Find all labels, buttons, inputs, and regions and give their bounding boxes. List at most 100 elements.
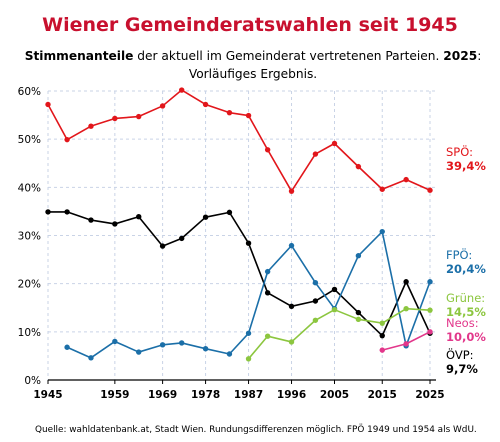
y-tick-label: 50% xyxy=(18,134,41,146)
axes: 0% 10% 20% 30% 40% 50% 60% 1945 1959 1969 1978 1987… xyxy=(18,86,445,401)
y-tick-label: 60% xyxy=(18,86,41,98)
series-value-ovp: 9,7% xyxy=(446,362,478,376)
data-point-spo xyxy=(264,147,271,153)
series-value-grune: 14,5% xyxy=(446,305,486,319)
series-neos xyxy=(379,329,433,353)
x-tick-label: 1959 xyxy=(100,389,129,401)
y-tick-label: 20% xyxy=(18,279,41,291)
series-line-ovp xyxy=(48,211,431,337)
y-tick-label: 30% xyxy=(18,231,41,243)
series-value-spo: 39,4% xyxy=(446,159,486,173)
data-point-spo xyxy=(427,187,433,193)
chart-title: Wiener Gemeinderatswahlen seit 1945 xyxy=(42,14,458,36)
data-point-fpo xyxy=(159,342,166,348)
data-point-spo xyxy=(288,188,295,194)
series-label-fpo: FPÖ:20,4% xyxy=(446,246,486,276)
data-point-grune xyxy=(245,356,252,362)
data-point-ovp xyxy=(202,214,209,220)
series-layer xyxy=(45,87,433,362)
data-point-fpo xyxy=(355,253,362,259)
data-point-fpo xyxy=(88,355,94,361)
data-point-ovp xyxy=(288,303,295,310)
series-name-ovp: ÖVP: xyxy=(446,346,474,362)
data-point-grune xyxy=(264,333,271,339)
data-point-spo xyxy=(112,115,118,122)
series-name-fpo: FPÖ: xyxy=(446,246,472,262)
data-point-ovp xyxy=(264,290,271,296)
data-point-grune xyxy=(403,306,409,312)
y-tick-label: 10% xyxy=(18,327,41,339)
series-fpo xyxy=(64,228,433,361)
data-point-spo xyxy=(179,87,185,93)
subtitle-year: 2025 xyxy=(443,49,477,63)
data-point-ovp xyxy=(45,209,51,215)
data-point-spo xyxy=(136,113,142,120)
chart-source-note: Quelle: wahldatenbank.at, Stadt Wien. Ru… xyxy=(35,424,477,435)
data-point-ovp xyxy=(64,209,70,215)
data-point-fpo xyxy=(427,279,433,285)
series-line-grune xyxy=(247,307,431,360)
series-spo xyxy=(45,87,433,194)
y-tick-label: 0% xyxy=(24,375,41,387)
x-tick-label: 1996 xyxy=(277,389,306,401)
series-name-grune: Grüne: xyxy=(446,291,485,305)
series-line-spo xyxy=(47,89,431,192)
data-point-spo xyxy=(159,103,166,109)
data-point-grune xyxy=(312,317,319,323)
series-label-grune: Grüne:14,5% xyxy=(446,291,486,319)
data-point-ovp xyxy=(379,332,385,339)
series-labels: SPÖ:39,4% ÖVP:9,7% FPÖ:20,4% Grüne:14,5%Neo… xyxy=(446,143,486,376)
data-point-ovp xyxy=(112,221,118,227)
data-point-fpo xyxy=(112,338,118,345)
data-point-neos xyxy=(379,347,385,353)
subtitle-rest: der aktuell im Gemeinderat vertretenen P… xyxy=(133,49,443,63)
data-point-spo xyxy=(355,163,362,170)
data-point-ovp xyxy=(136,214,142,220)
data-point-spo xyxy=(312,151,319,157)
x-tick-label: 2015 xyxy=(368,389,397,401)
data-point-ovp xyxy=(179,235,185,242)
series-label-ovp: ÖVP:9,7% xyxy=(446,346,478,376)
data-point-neos xyxy=(427,329,433,335)
y-tick-label: 40% xyxy=(18,182,41,194)
data-point-grune xyxy=(427,307,433,313)
data-point-fpo xyxy=(288,242,295,249)
x-tick-label: 1987 xyxy=(234,389,263,401)
series-name-spo: SPÖ: xyxy=(446,143,473,159)
data-point-ovp xyxy=(88,217,94,223)
data-point-ovp xyxy=(159,243,166,249)
series-label-neos: Neos:10,0% xyxy=(446,316,486,344)
data-point-fpo xyxy=(64,344,70,350)
data-point-fpo xyxy=(226,351,233,357)
data-point-ovp xyxy=(312,298,319,304)
data-point-spo xyxy=(64,136,70,143)
data-point-ovp xyxy=(245,240,252,246)
data-point-fpo xyxy=(379,228,385,235)
series-ovp xyxy=(45,209,433,339)
data-point-ovp xyxy=(403,279,409,285)
data-point-ovp xyxy=(226,209,233,216)
series-value-fpo: 20,4% xyxy=(446,262,486,276)
data-point-spo xyxy=(202,101,209,108)
subtitle-bold: Stimmenanteile xyxy=(25,49,134,63)
data-point-spo xyxy=(88,123,94,129)
data-point-ovp xyxy=(331,286,338,293)
data-point-spo xyxy=(226,109,233,116)
data-point-spo xyxy=(379,186,385,192)
data-point-grune xyxy=(379,320,385,326)
x-tick-label: 1945 xyxy=(33,389,62,401)
x-tick-label: 2005 xyxy=(320,389,349,401)
data-point-fpo xyxy=(312,280,319,286)
grid xyxy=(47,90,436,380)
data-point-fpo xyxy=(245,330,252,336)
data-point-fpo xyxy=(136,349,142,355)
data-point-spo xyxy=(245,112,252,119)
x-tick-label: 1969 xyxy=(148,389,177,401)
data-point-spo xyxy=(403,176,409,183)
series-label-spo: SPÖ:39,4% xyxy=(446,143,486,173)
subtitle-colon: : xyxy=(477,49,481,63)
series-value-neos: 10,0% xyxy=(446,330,486,344)
x-tick-label: 1978 xyxy=(191,389,220,401)
